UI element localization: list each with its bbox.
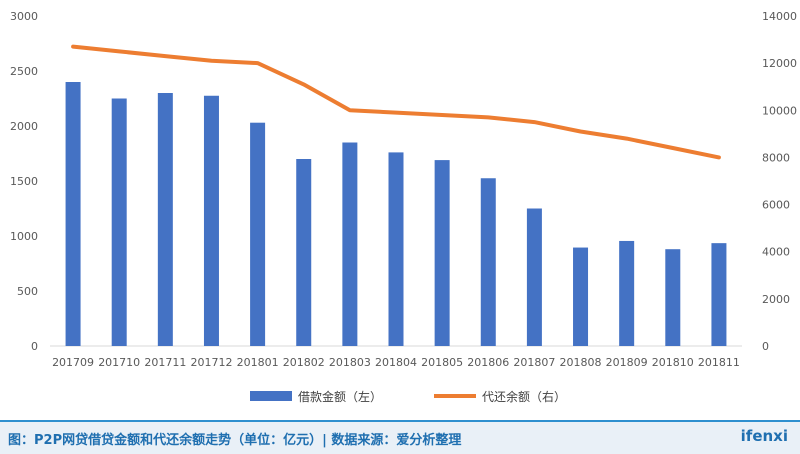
x-tick-label: 201803 (329, 356, 371, 369)
left-axis-tick: 0 (31, 340, 38, 353)
left-axis: 0 500 1000 1500 2000 2500 3000 (10, 10, 38, 353)
x-tick-label: 201801 (237, 356, 279, 369)
x-tick-label: 201804 (375, 356, 417, 369)
bar-201712 (203, 95, 219, 346)
legend: 借款金额（左） 代还余额（右） (250, 389, 566, 404)
x-tick-label: 201809 (606, 356, 648, 369)
left-axis-tick: 500 (17, 285, 38, 298)
caption-bar: 图：P2P网贷借贷金额和代还余额走势（单位：亿元）| 数据来源：爱分析整理 if… (0, 420, 800, 454)
bar-201810 (665, 249, 681, 346)
bar-series (65, 82, 727, 346)
legend-bar-swatch (250, 391, 292, 401)
x-tick-label: 201805 (421, 356, 463, 369)
right-axis-tick: 12000 (762, 57, 797, 70)
right-axis: 0 2000 4000 6000 8000 10000 12000 14000 (762, 10, 797, 353)
line-path (71, 44, 721, 160)
brand-logo: ifenxi (740, 427, 788, 445)
left-axis-tick: 3000 (10, 10, 38, 23)
x-tick-label: 201807 (513, 356, 555, 369)
legend-line-label: 代还余额（右） (482, 389, 566, 404)
bar-201809 (619, 240, 635, 346)
x-tick-label: 201806 (467, 356, 509, 369)
figure-caption: 图：P2P网贷借贷金额和代还余额走势（单位：亿元）| 数据来源：爱分析整理 (8, 433, 462, 448)
bar-201801 (250, 122, 266, 346)
left-axis-tick: 2500 (10, 65, 38, 78)
right-axis-tick: 14000 (762, 10, 797, 23)
right-axis-tick: 0 (762, 340, 769, 353)
bar-201803 (342, 142, 358, 346)
x-tick-label: 201811 (698, 356, 740, 369)
combo-chart: 0 500 1000 1500 2000 2500 3000 0 2000 4000 6000 80… (10, 10, 797, 404)
bar-201804 (388, 152, 404, 346)
x-tick-label: 201709 (52, 356, 94, 369)
bar-201806 (480, 178, 496, 346)
bar-201711 (157, 93, 173, 346)
bar-201807 (526, 208, 542, 346)
right-axis-tick: 4000 (762, 246, 790, 259)
legend-bar-label: 借款金额（左） (298, 389, 382, 404)
bar-201709 (65, 82, 81, 346)
left-axis-tick: 1500 (10, 175, 38, 188)
line-series (71, 44, 721, 160)
bar-201811 (711, 243, 727, 346)
right-axis-tick: 6000 (762, 199, 790, 212)
left-axis-tick: 1000 (10, 230, 38, 243)
x-tick-label: 201810 (652, 356, 694, 369)
x-tick-label: 201808 (560, 356, 602, 369)
left-axis-tick: 2000 (10, 120, 38, 133)
right-axis-tick: 10000 (762, 104, 797, 117)
bar-201808 (573, 247, 589, 346)
x-tick-label: 201711 (144, 356, 186, 369)
bar-201805 (434, 160, 450, 346)
x-axis-labels: 201709 201710 201711 201712 201801 201802 2018… (52, 356, 740, 369)
x-tick-label: 201712 (190, 356, 232, 369)
bar-201710 (111, 98, 127, 346)
right-axis-tick: 8000 (762, 151, 790, 164)
x-tick-label: 201802 (283, 356, 325, 369)
x-tick-label: 201710 (98, 356, 140, 369)
bar-201802 (296, 159, 312, 346)
right-axis-tick: 2000 (762, 293, 790, 306)
